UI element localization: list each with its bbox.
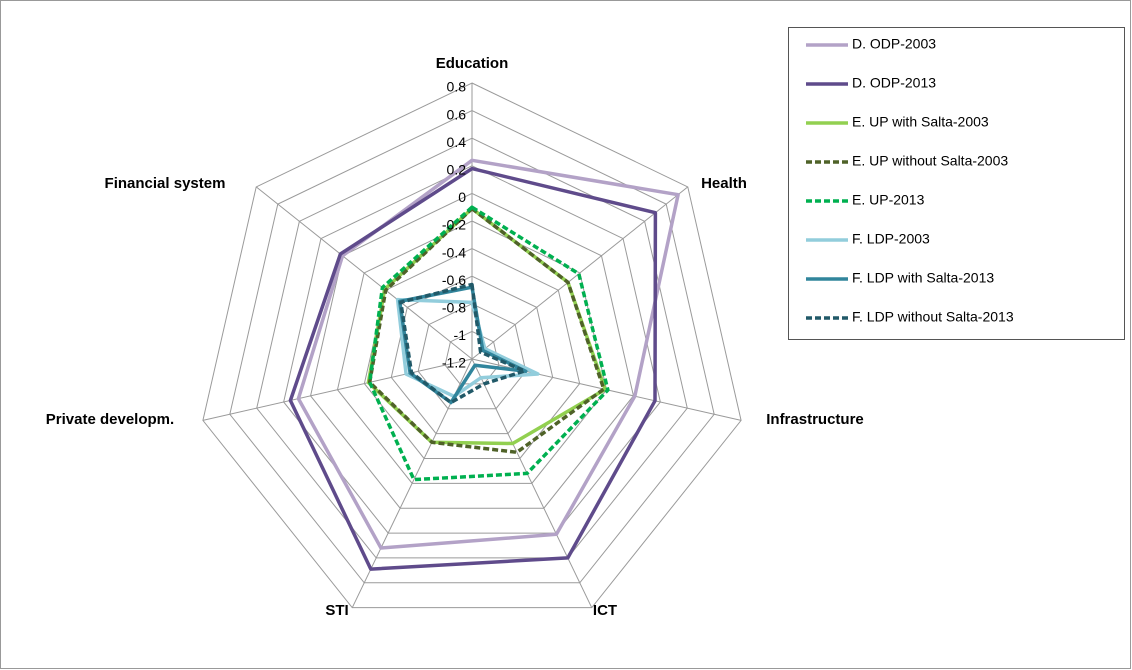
- axis-category-label: Infrastructure: [766, 411, 864, 428]
- legend-label: F. LDP without Salta-2013: [852, 309, 1014, 325]
- y-tick-label: -1.2: [442, 355, 466, 371]
- series-line: [367, 206, 606, 455]
- y-tick-label: 0.2: [447, 162, 467, 178]
- grid-ring: [417, 303, 527, 410]
- axis-category-label: Financial system: [105, 175, 226, 192]
- grid: [202, 82, 742, 609]
- axis-category-label: Private developm.: [46, 411, 174, 428]
- axis-spoke: [255, 186, 473, 360]
- y-tick-label: 0.4: [447, 134, 467, 150]
- axis-spoke: [471, 186, 689, 360]
- grid-ring: [256, 137, 688, 559]
- legend-label: D. ODP-2003: [852, 36, 936, 52]
- series-line: [367, 205, 610, 482]
- grid-ring: [310, 192, 634, 509]
- legend-label: E. UP-2013: [852, 192, 925, 208]
- axis-spoke: [471, 358, 593, 608]
- axis-category-label: Health: [701, 175, 747, 192]
- legend-label: E. UP with Salta-2003: [852, 114, 989, 130]
- y-tick-label: -0.2: [442, 217, 466, 233]
- y-tick-label: 0.6: [447, 106, 467, 122]
- axis-category-label: Education: [436, 55, 509, 72]
- y-tick-label: -0.6: [442, 272, 466, 288]
- y-tick-label: 0: [458, 189, 466, 205]
- y-tick-label: 0.8: [447, 79, 467, 95]
- legend: D. ODP-2003 D. ODP-2013 E. UP with Salta-2…: [806, 36, 1014, 325]
- series-line: [399, 282, 527, 405]
- legend-label: F. LDP with Salta-2013: [852, 270, 994, 286]
- grid-ring: [229, 110, 715, 584]
- y-tick-label: -0.8: [442, 300, 466, 316]
- legend-label: F. LDP-2003: [852, 231, 930, 247]
- grid-ring: [202, 82, 742, 609]
- axis-category-label: ICT: [593, 602, 617, 619]
- series-line: [296, 158, 680, 550]
- y-tick-label: -0.4: [442, 244, 466, 260]
- series-line: [395, 297, 540, 399]
- y-tick-label: -1: [454, 327, 467, 343]
- axis-category-label: STI: [325, 602, 348, 619]
- legend-label: D. ODP-2013: [852, 75, 936, 91]
- series-line: [288, 166, 658, 571]
- grid-ring: [283, 165, 661, 534]
- axis-spoke: [202, 358, 473, 421]
- legend-label: E. UP without Salta-2003: [852, 153, 1008, 169]
- legend-box: [788, 27, 1125, 340]
